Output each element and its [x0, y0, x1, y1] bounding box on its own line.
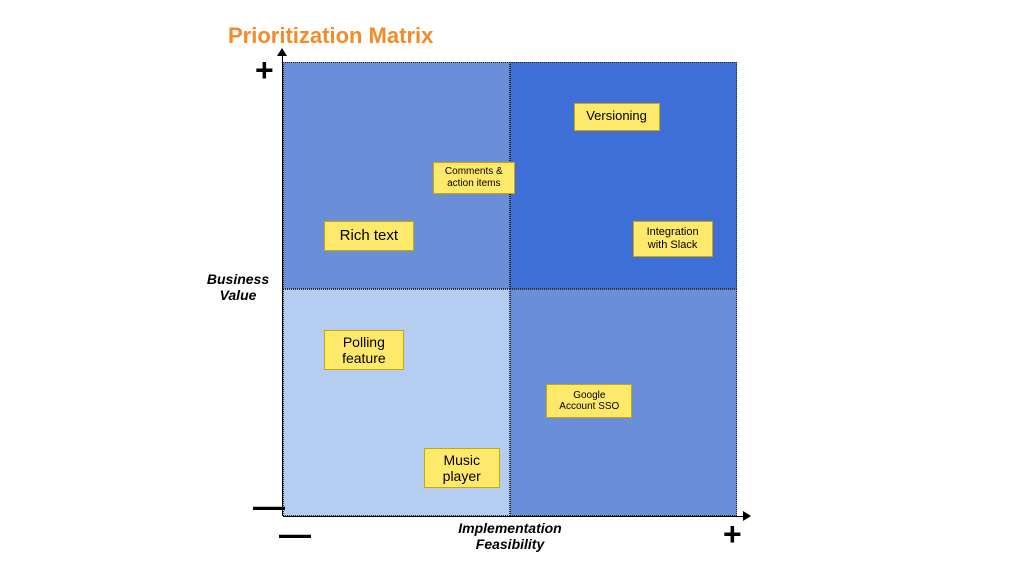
page-title: Prioritization Matrix: [228, 23, 433, 49]
note-comments[interactable]: Comments & action items: [433, 162, 515, 194]
note-rich-text[interactable]: Rich text: [324, 221, 414, 251]
x-minus-sign: —: [279, 518, 311, 550]
note-polling[interactable]: Polling feature: [324, 330, 404, 370]
note-google-sso[interactable]: Google Account SSO: [546, 384, 632, 418]
x-axis-arrow: [283, 516, 743, 517]
note-versioning[interactable]: Versioning: [574, 103, 660, 131]
x-axis-label: Implementation Feasibility: [440, 520, 580, 552]
note-music-player[interactable]: Music player: [424, 448, 500, 488]
x-plus-sign: +: [723, 518, 742, 550]
y-axis-arrowhead: [277, 48, 287, 56]
y-plus-sign: +: [255, 54, 274, 86]
note-integration[interactable]: Integration with Slack: [633, 221, 713, 257]
x-axis-arrowhead: [743, 511, 751, 521]
matrix-grid: Versioning Comments & action items Rich te…: [283, 62, 737, 516]
y-axis-label: Business Value: [198, 271, 278, 303]
